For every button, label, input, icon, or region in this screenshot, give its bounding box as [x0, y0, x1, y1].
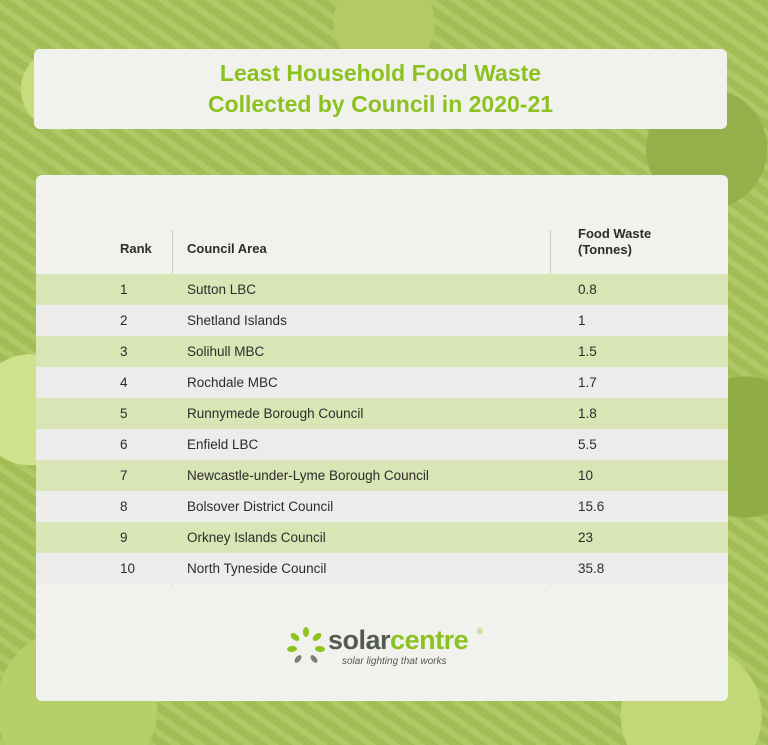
table-row: 5 Runnymede Borough Council 1.8 — [36, 398, 728, 429]
rank-cell: 8 — [120, 499, 128, 514]
council-area-cell: Enfield LBC — [187, 437, 259, 452]
table-row: 1 Sutton LBC 0.8 — [36, 274, 728, 305]
food-waste-cell: 15.6 — [578, 499, 605, 514]
header-food-waste-line2: (Tonnes) — [578, 242, 632, 257]
table-row: 9 Orkney Islands Council 23 — [36, 522, 728, 553]
food-waste-cell: 1.8 — [578, 406, 597, 421]
table-row: 4 Rochdale MBC 1.7 — [36, 367, 728, 398]
logo-tagline: solar lighting that works — [342, 656, 447, 667]
table-row: 6 Enfield LBC 5.5 — [36, 429, 728, 460]
council-area-cell: Runnymede Borough Council — [187, 406, 364, 421]
registered-mark: ® — [477, 627, 483, 636]
food-waste-cell: 1.7 — [578, 375, 597, 390]
rank-cell: 7 — [120, 468, 128, 483]
rank-cell: 10 — [120, 561, 136, 576]
header-food-waste-line1: Food Waste — [578, 226, 652, 241]
food-waste-cell: 5.5 — [578, 437, 597, 452]
table-row: 8 Bolsover District Council 15.6 — [36, 491, 728, 522]
rank-cell: 1 — [120, 282, 128, 297]
food-waste-cell: 0.8 — [578, 282, 597, 297]
title-card: Least Household Food Waste Collected by … — [34, 49, 727, 129]
logo-wordmark: solarcentre — [328, 625, 469, 655]
logo-centre-text: centre — [390, 625, 469, 655]
table-card: Rank Council Area Food Waste (Tonnes) 1 … — [36, 175, 728, 701]
food-waste-cell: 1.5 — [578, 344, 597, 359]
logo-solar-text: solar — [328, 625, 391, 655]
rank-cell: 5 — [120, 406, 128, 421]
table-row: 3 Solihull MBC 1.5 — [36, 336, 728, 367]
council-area-cell: Newcastle-under-Lyme Borough Council — [187, 468, 429, 483]
rank-cell: 9 — [120, 530, 128, 545]
solarcentre-logo: solarcentre ® solar lighting that works — [286, 623, 486, 673]
council-area-cell: Bolsover District Council — [187, 499, 334, 514]
rank-cell: 6 — [120, 437, 128, 452]
table-header: Rank Council Area Food Waste (Tonnes) — [36, 225, 728, 273]
header-rank: Rank — [120, 241, 152, 256]
food-waste-cell: 35.8 — [578, 561, 605, 576]
table-row: 7 Newcastle-under-Lyme Borough Council 1… — [36, 460, 728, 491]
title-line-2: Collected by Council in 2020-21 — [207, 91, 554, 117]
rank-cell: 3 — [120, 344, 128, 359]
council-area-cell: Shetland Islands — [187, 313, 287, 328]
council-area-cell: Solihull MBC — [187, 344, 265, 359]
food-waste-cell: 1 — [578, 313, 586, 328]
rank-cell: 2 — [120, 313, 128, 328]
council-area-cell: Orkney Islands Council — [187, 530, 326, 545]
header-food-waste: Food Waste (Tonnes) — [578, 226, 651, 258]
table-row: 10 North Tyneside Council 35.8 — [36, 553, 728, 584]
council-area-cell: Sutton LBC — [187, 282, 257, 297]
table-body: 1 Sutton LBC 0.8 2 Shetland Islands 1 3 … — [36, 274, 728, 584]
council-area-cell: Rochdale MBC — [187, 375, 278, 390]
header-council-area: Council Area — [187, 241, 267, 256]
sun-leaf-icon — [287, 627, 325, 663]
council-area-cell: North Tyneside Council — [187, 561, 327, 576]
title-line-1: Least Household Food Waste — [219, 60, 542, 86]
rank-cell: 4 — [120, 375, 128, 390]
food-waste-cell: 10 — [578, 468, 594, 483]
food-waste-cell: 23 — [578, 530, 594, 545]
table-row: 2 Shetland Islands 1 — [36, 305, 728, 336]
